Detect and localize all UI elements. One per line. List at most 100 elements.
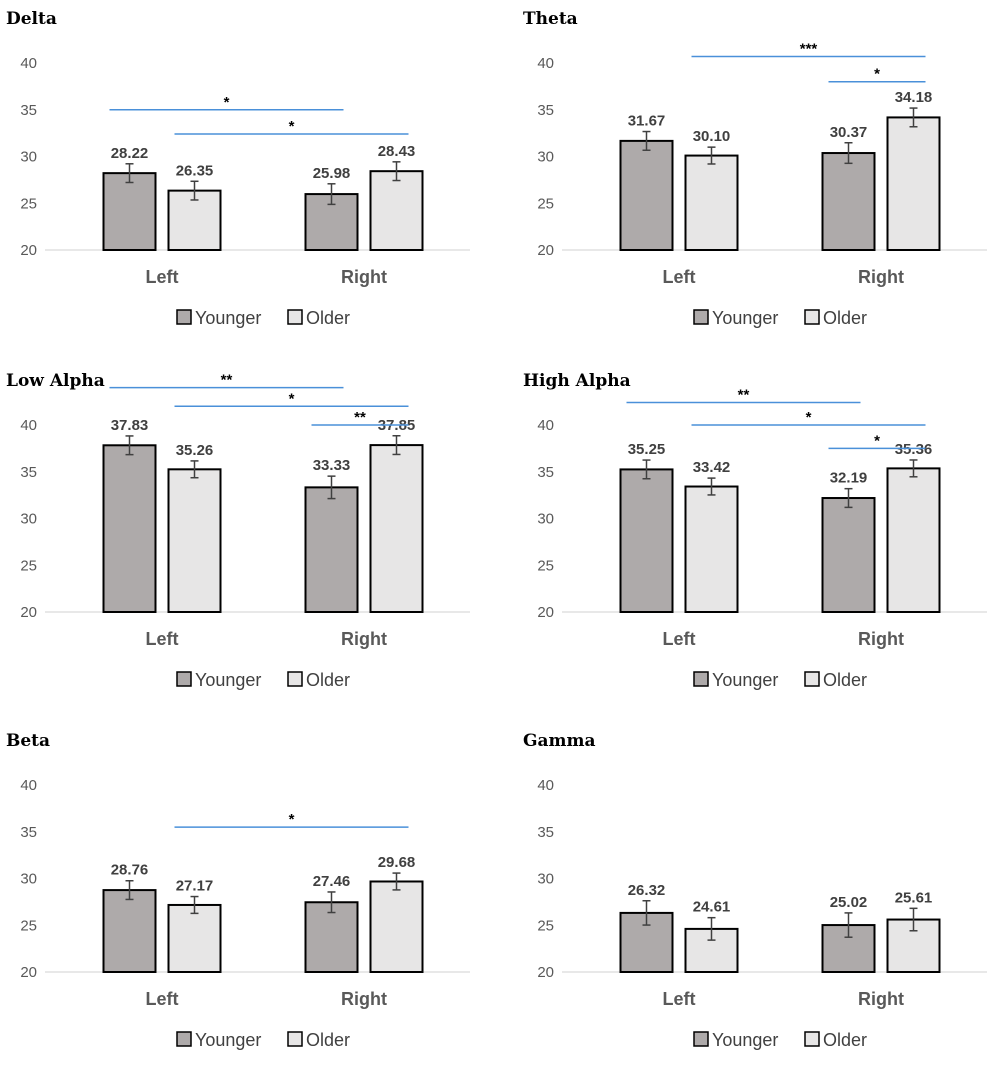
legend-swatch-younger	[176, 671, 192, 687]
older-bar-left	[167, 468, 222, 613]
data-label: 26.32	[628, 882, 666, 899]
significance-marker: *	[289, 390, 295, 407]
legend-swatch-younger	[176, 309, 192, 325]
younger-bar-left	[102, 172, 157, 252]
legend-swatch-older	[287, 309, 303, 325]
significance-marker: *	[874, 432, 880, 449]
y-tick-label: 40	[537, 55, 554, 72]
data-label: 25.61	[895, 889, 933, 906]
data-label: 27.46	[313, 873, 351, 890]
x-category-label: Right	[858, 267, 904, 287]
x-category-label: Left	[146, 629, 179, 649]
x-category-label: Right	[858, 989, 904, 1009]
significance-marker: **	[354, 409, 366, 426]
y-tick-label: 30	[20, 149, 37, 166]
chart-panel-delta: Delta 20 25 30 35 40 28.22 25.98 26.35 28.43 Left R…	[0, 0, 500, 352]
chart-panel-beta: Beta 20 25 30 35 40 28.76 27.46 27.17 29.68 Left Ri…	[0, 722, 500, 1074]
y-tick-label: 25	[537, 195, 554, 212]
younger-bar-right	[821, 497, 876, 613]
older-bar-right	[369, 170, 424, 252]
legend-label-older: Older	[823, 670, 867, 690]
legend-swatch-younger	[693, 1031, 709, 1047]
legend-swatch-older	[804, 671, 820, 687]
legend-swatch-younger	[693, 309, 709, 325]
data-label: 32.19	[830, 470, 868, 487]
significance-marker: *	[289, 811, 295, 828]
x-category-label: Right	[341, 989, 387, 1009]
chart-title: Delta	[6, 9, 57, 29]
chart-svg: Gamma 20 25 30 35 40 26.32 25.02 24.61 25.61 Left R…	[523, 731, 987, 1050]
legend-label-younger: Younger	[195, 1030, 261, 1050]
older-bar-left	[684, 154, 739, 251]
y-tick-label: 35	[537, 824, 554, 841]
data-label: 25.02	[830, 894, 868, 911]
data-label: 31.67	[628, 113, 666, 130]
data-label: 37.83	[111, 417, 149, 434]
younger-bar-left	[619, 468, 674, 613]
y-tick-label: 40	[20, 55, 37, 72]
legend: Younger Older	[693, 1030, 867, 1050]
older-bar-left	[167, 903, 222, 973]
data-label: 28.22	[111, 145, 149, 162]
chart-title: High Alpha	[523, 371, 631, 391]
legend-label-older: Older	[306, 1030, 350, 1050]
chart-title: Low Alpha	[6, 371, 105, 391]
chart-panel-low-alpha: Low Alpha 20 25 30 35 40 37.83 33.33 35.26 37.85 L…	[0, 362, 500, 714]
chart-title: Gamma	[523, 731, 596, 751]
legend-label-older: Older	[823, 1030, 867, 1050]
younger-bar-left	[102, 444, 157, 613]
younger-bar-left	[102, 889, 157, 973]
older-bar-right	[369, 880, 424, 974]
y-tick-label: 35	[20, 824, 37, 841]
legend-label-younger: Younger	[712, 1030, 778, 1050]
y-tick-label: 20	[20, 242, 37, 259]
legend: Younger Older	[693, 670, 867, 690]
significance-marker: ***	[800, 40, 818, 57]
legend-label-older: Older	[306, 670, 350, 690]
chart-svg: Beta 20 25 30 35 40 28.76 27.46 27.17 29.68 Left Ri…	[6, 731, 470, 1050]
chart-panel-theta: Theta 20 25 30 35 40 31.67 30.37 30.10 34.18 Left R…	[517, 0, 1000, 352]
data-label: 26.35	[176, 162, 214, 179]
legend-label-younger: Younger	[195, 670, 261, 690]
younger-bar-right	[304, 486, 359, 613]
older-bar-right	[369, 444, 424, 614]
significance-marker: **	[738, 387, 750, 404]
legend: Younger Older	[176, 1030, 350, 1050]
y-tick-label: 30	[20, 871, 37, 888]
legend-label-younger: Younger	[195, 308, 261, 328]
y-tick-label: 20	[537, 964, 554, 981]
y-tick-label: 40	[20, 777, 37, 794]
data-label: 28.43	[378, 143, 416, 160]
data-label: 35.36	[895, 441, 933, 458]
data-label: 35.25	[628, 441, 666, 458]
y-tick-label: 40	[537, 417, 554, 434]
legend-label-younger: Younger	[712, 308, 778, 328]
data-label: 33.33	[313, 457, 351, 474]
legend-swatch-younger	[176, 1031, 192, 1047]
legend-swatch-younger	[693, 671, 709, 687]
x-category-label: Left	[663, 629, 696, 649]
y-tick-label: 35	[20, 102, 37, 119]
y-tick-label: 35	[537, 464, 554, 481]
older-bar-right	[886, 467, 941, 613]
chart-title: Theta	[523, 9, 578, 29]
y-tick-label: 25	[20, 917, 37, 934]
x-category-label: Left	[663, 267, 696, 287]
chart-svg: Theta 20 25 30 35 40 31.67 30.37 30.10 34.18 Left R…	[523, 9, 987, 328]
x-category-label: Right	[858, 629, 904, 649]
data-label: 35.26	[176, 442, 214, 459]
y-tick-label: 40	[537, 777, 554, 794]
y-tick-label: 20	[20, 964, 37, 981]
data-label: 34.18	[895, 89, 933, 106]
chart-panel-high-alpha: High Alpha 20 25 30 35 40 35.25 32.19 33.42 35.36…	[517, 362, 1000, 714]
significance-marker: *	[289, 118, 295, 135]
x-category-label: Left	[663, 989, 696, 1009]
legend-swatch-older	[804, 309, 820, 325]
older-bar-right	[886, 116, 941, 251]
y-tick-label: 25	[20, 195, 37, 212]
y-tick-label: 35	[537, 102, 554, 119]
y-tick-label: 30	[537, 149, 554, 166]
x-category-label: Left	[146, 267, 179, 287]
